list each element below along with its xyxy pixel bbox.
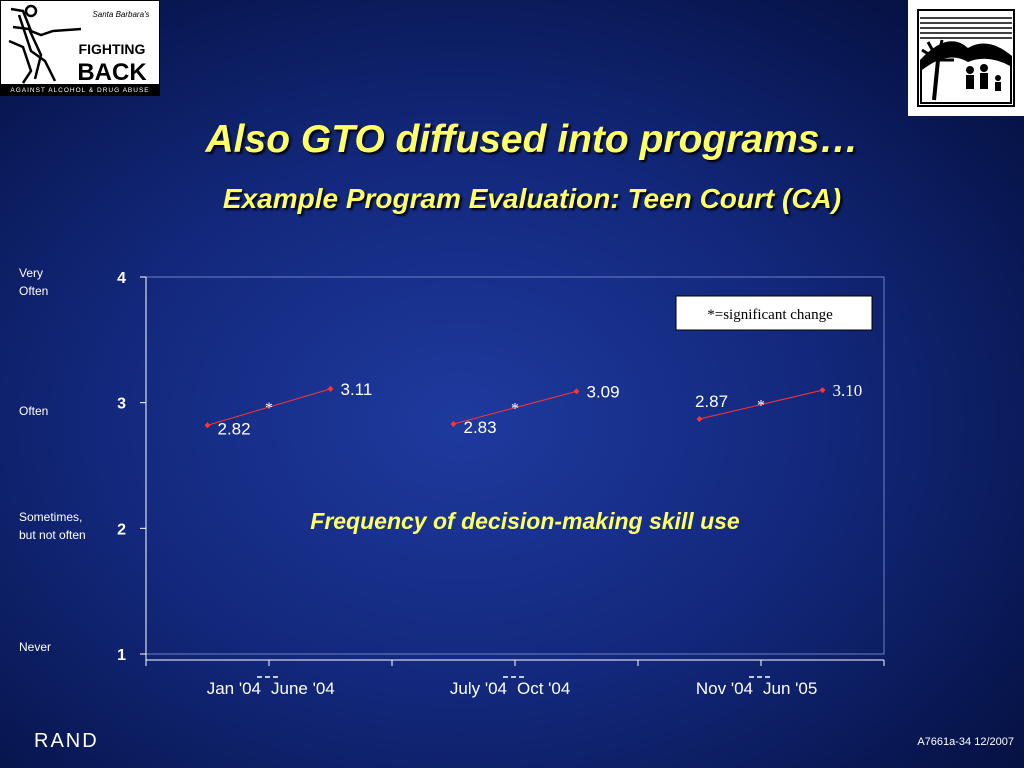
x-tick-label: Nov '04	[696, 679, 753, 698]
slide-code: A7661a-34 12/2007	[917, 736, 1014, 748]
data-point	[696, 416, 703, 423]
logo-line3: BACK	[77, 59, 147, 86]
logo-line4: AGAINST ALCOHOL & DRUG ABUSE	[10, 87, 149, 94]
y-category-line: Often	[19, 404, 49, 418]
slide-subtitle: Example Program Evaluation: Teen Court (…	[222, 183, 842, 214]
family-logo-graphic	[917, 9, 1015, 107]
y-category-line: Sometimes,	[19, 510, 83, 524]
y-category-never: Never	[19, 638, 51, 656]
data-label: 2.83	[464, 418, 497, 437]
y-category-line: Often	[19, 284, 49, 298]
chart-annotation: Frequency of decision-making skill use	[310, 508, 740, 534]
significance-legend-box	[675, 295, 873, 331]
logo-line2: FIGHTING	[79, 41, 146, 57]
y-tick-label: 3	[117, 396, 126, 413]
y-category-line: but not often	[19, 528, 86, 542]
data-label: 3.11	[341, 380, 373, 399]
data-label: 3.10	[833, 381, 863, 400]
x-tick-label: Jun '05	[763, 679, 817, 698]
data-point	[204, 422, 211, 429]
y-category-line: Never	[19, 640, 52, 654]
y-category-sometimes: Sometimes, but not often	[19, 508, 86, 544]
plot-area-border	[145, 276, 885, 655]
series-line	[699, 389, 823, 420]
x-tick-label: Oct '04	[517, 679, 570, 698]
y-category-very-often: Very Often	[19, 264, 48, 300]
slide-title: Also GTO diffused into programs…	[205, 118, 859, 161]
data-label: 2.87	[695, 392, 728, 411]
series-line	[207, 388, 331, 426]
significance-legend-text: *=significant change	[707, 307, 833, 323]
significance-marker: *	[511, 401, 519, 418]
data-point	[573, 388, 580, 395]
x-tick-label: Jan '04	[207, 679, 261, 698]
y-category-line: Very	[19, 266, 44, 280]
significance-marker: *	[265, 400, 273, 417]
data-label: 3.09	[587, 382, 620, 401]
y-category-often: Often	[19, 402, 48, 420]
series-line	[453, 390, 577, 425]
significance-marker: *	[757, 398, 765, 415]
x-tick-label: July '04	[450, 679, 507, 698]
rand-brand: RAND	[34, 730, 99, 752]
data-label: 2.82	[218, 419, 251, 438]
data-point	[450, 421, 457, 428]
fighting-back-logo: Santa Barbara's FIGHTING BACK AGAINST AL…	[0, 0, 160, 96]
y-tick-label: 1	[117, 647, 126, 664]
fighting-back-logo-graphic: Santa Barbara's FIGHTING BACK AGAINST AL…	[1, 4, 159, 95]
x-tick-label: June '04	[271, 679, 335, 698]
y-tick-label: 4	[117, 270, 126, 287]
logo-line1: Santa Barbara's	[92, 10, 149, 19]
data-point	[327, 385, 334, 392]
family-logo	[908, 0, 1024, 116]
y-tick-label: 2	[117, 521, 126, 538]
data-point	[819, 387, 826, 394]
